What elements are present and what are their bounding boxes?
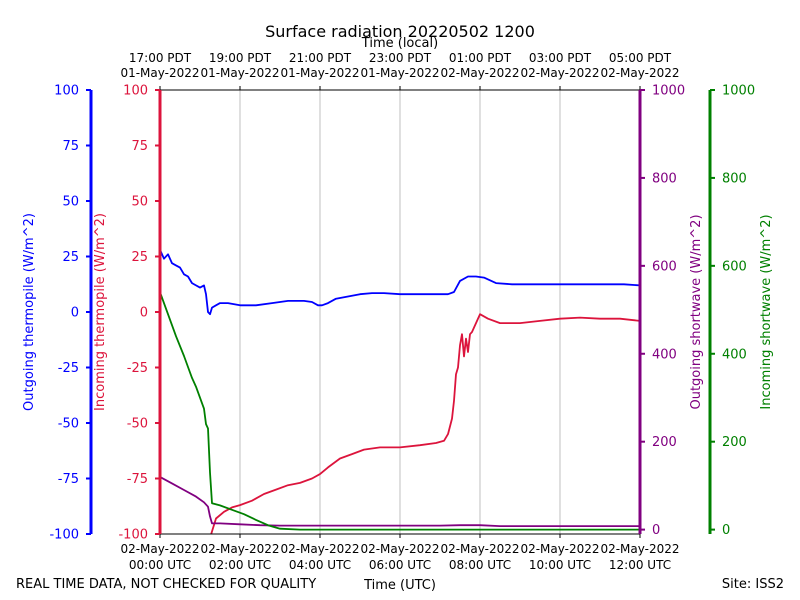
x-tick-label-utc-date: 02-May-2022 (360, 542, 439, 556)
y-axis-title-out_thermo: Outgoing thermopile (W/m^2) (22, 213, 37, 411)
y-tick-label-out_thermo: 75 (62, 139, 79, 154)
y-axis-title-out_sw: Outgoing shortwave (W/m^2) (689, 214, 704, 409)
y-tick-label-out_sw: 400 (652, 347, 677, 362)
series-line-out_sw (159, 476, 640, 527)
y-tick-label-out_thermo: -50 (58, 417, 79, 432)
y-tick-label-in_thermo: -75 (127, 472, 148, 487)
x-tick-label-local-date: 02-May-2022 (600, 66, 679, 80)
y-tick-label-out_thermo: 0 (71, 306, 79, 321)
x-tick-label-utc-time: 00:00 UTC (129, 558, 191, 572)
y-tick-label-out_sw: 200 (652, 435, 677, 450)
y-tick-label-out_sw: 1000 (652, 84, 685, 99)
series-line-in_sw (159, 291, 640, 531)
series-lines (159, 249, 641, 535)
y-axis-title-in_sw: Incoming shortwave (W/m^2) (759, 214, 774, 409)
x-tick-label-utc-date: 02-May-2022 (200, 542, 279, 556)
chart-title: Surface radiation 20220502 1200 (265, 22, 535, 41)
y-tick-label-out_thermo: -100 (49, 528, 79, 543)
y-tick-label-out_thermo: -25 (58, 361, 79, 376)
y-tick-label-out_sw: 600 (652, 259, 677, 274)
y-tick-label-out_thermo: 25 (62, 250, 79, 265)
x-tick-label-utc-date: 02-May-2022 (600, 542, 679, 556)
x-tick-label-utc-time: 10:00 UTC (529, 558, 591, 572)
y-tick-label-in_sw: 1000 (722, 84, 755, 99)
x-tick-label-local-time: 21:00 PDT (289, 51, 352, 65)
x-tick-label-local-date: 01-May-2022 (120, 66, 199, 80)
x-tick-label-local-date: 02-May-2022 (520, 66, 599, 80)
x-tick-label-utc-date: 02-May-2022 (520, 542, 599, 556)
x-tick-label-utc-date: 02-May-2022 (120, 542, 199, 556)
y-axis-title-in_thermo: Incoming thermopile (W/m^2) (93, 213, 108, 411)
axes (86, 86, 715, 538)
x-tick-label-local-date: 01-May-2022 (200, 66, 279, 80)
y-tick-label-out_sw: 800 (652, 171, 677, 186)
x-tick-label-utc-time: 04:00 UTC (289, 558, 351, 572)
y-tick-label-in_thermo: -50 (127, 417, 148, 432)
x-tick-label-local-time: 17:00 PDT (129, 51, 192, 65)
x-tick-label-utc-date: 02-May-2022 (280, 542, 359, 556)
y-tick-label-in_thermo: 25 (131, 250, 148, 265)
x-tick-label-utc-time: 12:00 UTC (609, 558, 671, 572)
y-tick-label-in_sw: 600 (722, 259, 747, 274)
quality-notice: REAL TIME DATA, NOT CHECKED FOR QUALITY (16, 577, 316, 592)
y-tick-label-in_sw: 200 (722, 435, 747, 450)
site-label: Site: ISS2 (722, 577, 784, 592)
y-tick-label-in_sw: 0 (722, 523, 730, 538)
series-line-in_thermo (210, 313, 641, 535)
series-line-out_thermo (159, 249, 641, 316)
y-tick-label-in_thermo: 0 (140, 306, 148, 321)
x-tick-label-local-date: 02-May-2022 (440, 66, 519, 80)
x-tick-label-local-time: 05:00 PDT (609, 51, 672, 65)
x-tick-label-local-date: 01-May-2022 (360, 66, 439, 80)
y-tick-label-out_thermo: 100 (54, 84, 79, 99)
y-tick-label-in_thermo: 75 (131, 139, 148, 154)
x-tick-label-local-time: 01:00 PDT (449, 51, 512, 65)
x-tick-label-utc-time: 02:00 UTC (209, 558, 271, 572)
y-tick-label-in_thermo: 100 (123, 84, 148, 99)
x-tick-label-local-time: 03:00 PDT (529, 51, 592, 65)
y-tick-label-in_thermo: -100 (118, 528, 148, 543)
x-axis-title: Time (UTC) (363, 578, 436, 593)
grid-lines (239, 90, 561, 534)
y-tick-label-out_thermo: 50 (62, 195, 79, 210)
y-tick-label-out_thermo: -75 (58, 472, 79, 487)
y-tick-label-out_sw: 0 (652, 523, 660, 538)
x-tick-label-utc-time: 06:00 UTC (369, 558, 431, 572)
x-tick-label-local-time: 23:00 PDT (369, 51, 432, 65)
x-tick-label-utc-date: 02-May-2022 (440, 542, 519, 556)
top-axis-title: Time (local) (361, 36, 438, 51)
y-tick-label-in_sw: 400 (722, 347, 747, 362)
x-tick-label-local-time: 19:00 PDT (209, 51, 272, 65)
x-tick-label-local-date: 01-May-2022 (280, 66, 359, 80)
y-tick-label-in_thermo: -25 (127, 361, 148, 376)
x-tick-label-utc-time: 08:00 UTC (449, 558, 511, 572)
y-tick-label-in_sw: 800 (722, 171, 747, 186)
y-tick-label-in_thermo: 50 (131, 195, 148, 210)
